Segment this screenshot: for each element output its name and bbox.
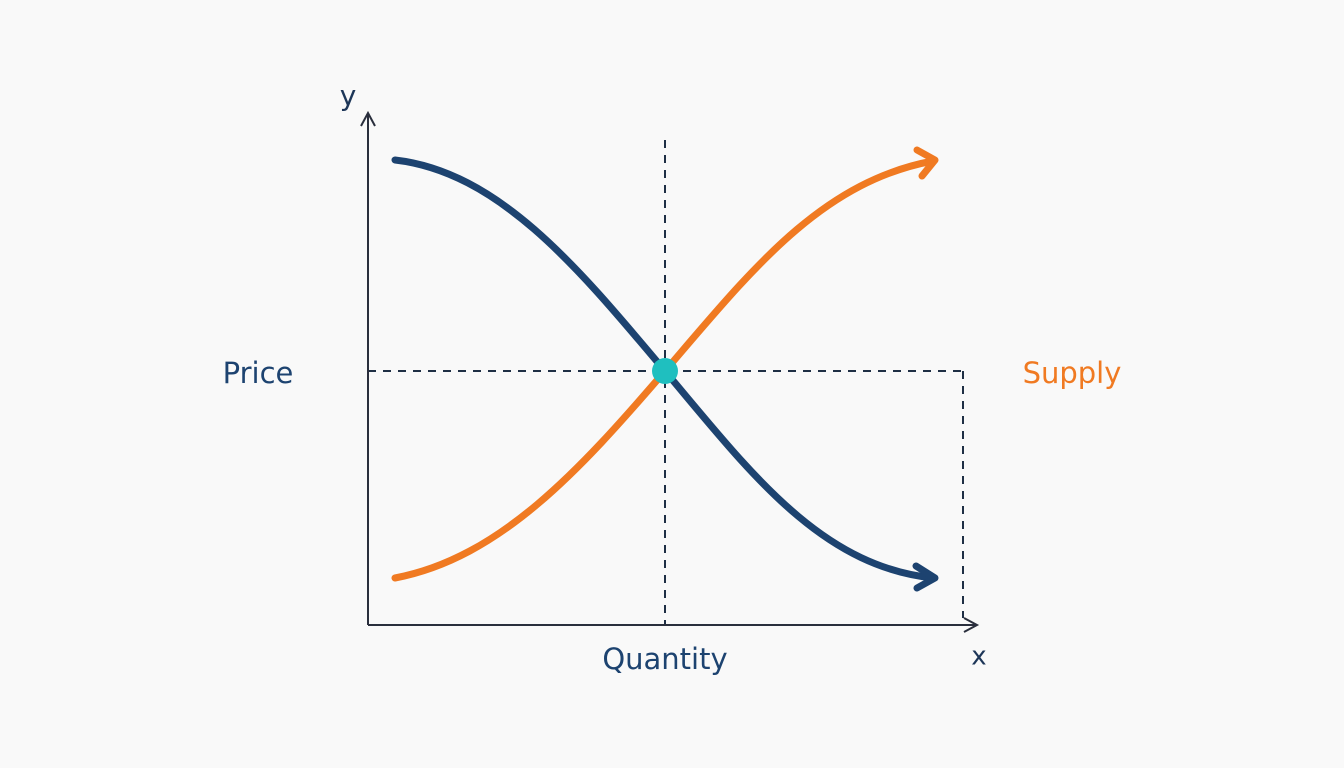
quantity-label: Quantity	[602, 642, 727, 676]
x-axis-label: x	[971, 642, 986, 672]
x-axis-arrow	[963, 617, 980, 633]
y-axis-label: y	[340, 79, 357, 112]
price-label: Price	[223, 356, 294, 390]
equilibrium-point	[652, 358, 678, 384]
supply-label: Supply	[1023, 356, 1122, 390]
demand-arrow	[912, 562, 939, 592]
y-axis-arrow	[360, 110, 376, 127]
supply-arrow	[913, 146, 939, 180]
